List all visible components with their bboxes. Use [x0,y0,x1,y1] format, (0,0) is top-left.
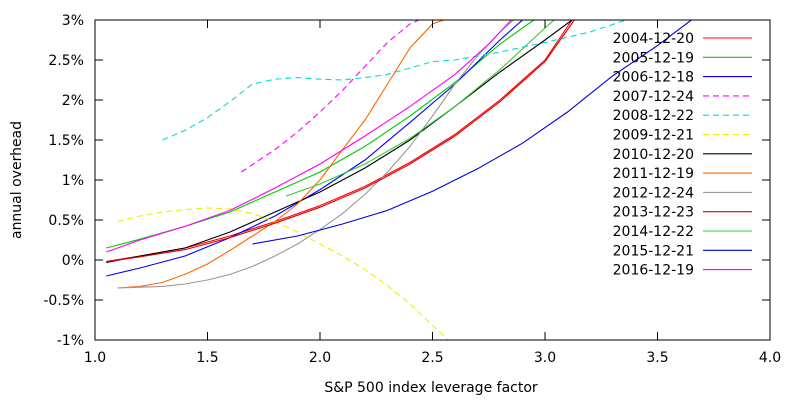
legend-label-2010-12-20: 2010-12-20 [613,147,694,163]
series-line-2016-12-19 [106,20,512,253]
series-line-2014-12-22 [286,20,555,197]
series-line-2006-12-18 [106,20,523,277]
y-tick-label: 3% [62,13,84,29]
y-tick-label: 2.5% [48,53,84,69]
legend-label-2009-12-21: 2009-12-21 [613,128,694,144]
x-tick-label: 4.0 [759,350,781,366]
x-tick-label: 1.0 [84,350,106,366]
series-line-2011-12-19 [117,20,444,289]
legend-label-2015-12-21: 2015-12-21 [613,243,694,259]
x-tick-label: 3.0 [534,350,556,366]
y-tick-label: 2% [62,93,84,109]
legend-label-2011-12-19: 2011-12-19 [613,166,694,182]
x-tick-label: 2.0 [309,350,331,366]
series-line-2010-12-20 [106,20,573,263]
legend-label-2013-12-23: 2013-12-23 [613,205,694,221]
ticks-layer: 1.0 1.5 2.0 2.5 3.0 3.5 4.0 -1% -0.5% 0% 0.5% 1% 1.5… [43,13,781,366]
series-layer [106,20,692,340]
series-line-2008-12-22 [162,20,627,141]
legend-label-2006-12-18: 2006-12-18 [613,70,694,86]
legend-label-2012-12-24: 2012-12-24 [613,185,694,201]
y-tick-label: -1% [57,333,84,349]
legend-label-2007-12-24: 2007-12-24 [613,89,694,105]
x-tick-label: 1.5 [196,350,218,366]
y-tick-label: 0% [62,253,84,269]
legend-label-2016-12-19: 2016-12-19 [613,263,694,279]
legend-label-2004-12-20: 2004-12-20 [613,31,694,47]
series-line-2013-12-23 [106,20,575,263]
legend-label-2008-12-22: 2008-12-22 [613,108,694,124]
x-axis-title: S&P 500 index leverage factor [324,380,538,396]
legend: 2004-12-20 2005-12-19 2006-12-18 2007-12-24… [613,31,752,279]
series-line-2005-12-19 [106,20,535,249]
y-tick-label: 1% [62,173,84,189]
legend-label-2005-12-19: 2005-12-19 [613,50,694,66]
y-axis-title: annual overhead [9,121,25,239]
y-tick-label: 1.5% [48,133,84,149]
series-line-2007-12-24 [240,20,420,173]
series-line-2009-12-21 [117,207,449,340]
y-tick-label: 0.5% [48,213,84,229]
legend-label-2014-12-22: 2014-12-22 [613,224,694,240]
x-tick-label: 3.5 [646,350,668,366]
y-tick-label: -0.5% [43,293,84,309]
series-line-2015-12-21 [252,20,692,245]
x-tick-label: 2.5 [421,350,443,366]
